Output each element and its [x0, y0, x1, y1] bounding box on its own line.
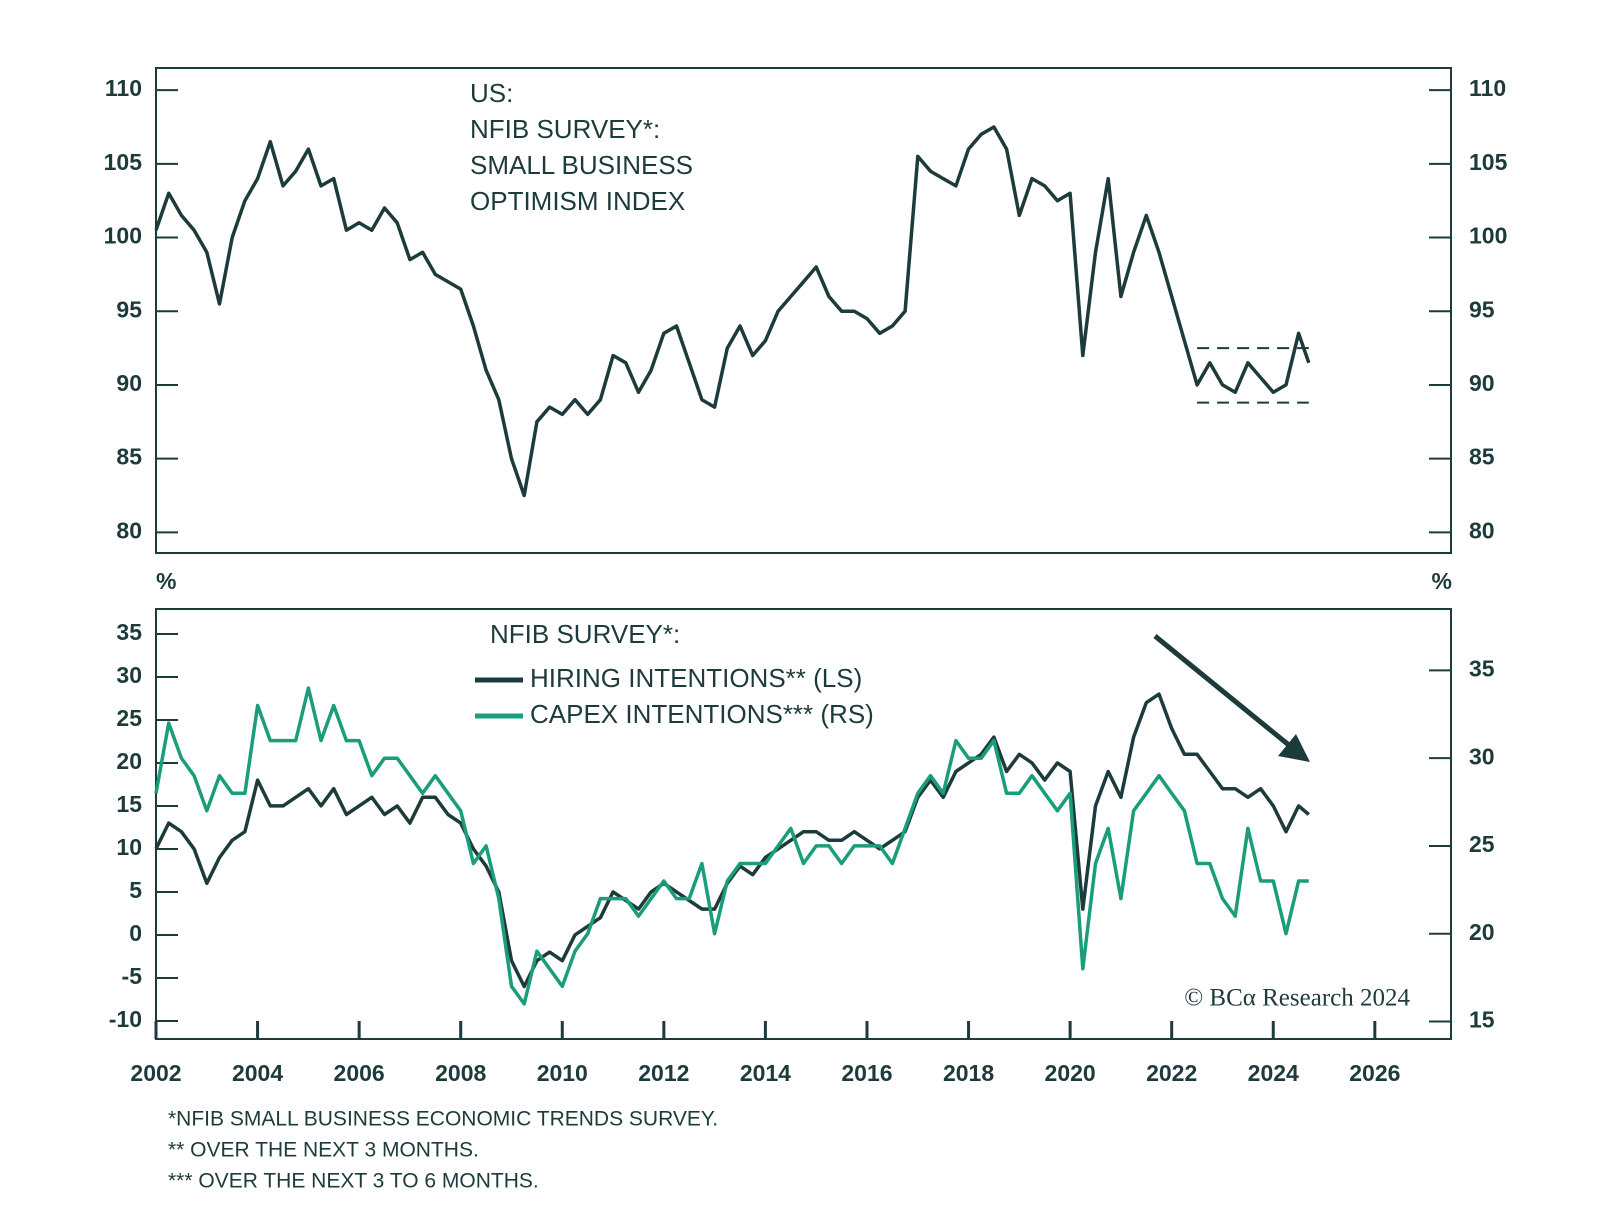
y2-tick-label: 20 — [1469, 919, 1495, 945]
y-tick-label: 35 — [116, 619, 142, 645]
chart-title: US: — [470, 78, 513, 108]
y2-tick-label: 105 — [1469, 149, 1508, 175]
x-tick-label: 2012 — [638, 1060, 689, 1086]
chart-title: NFIB SURVEY*: — [470, 114, 660, 144]
y2-tick-label: 25 — [1469, 831, 1495, 857]
series-line — [154, 125, 1311, 498]
legend-label: CAPEX INTENTIONS*** (RS) — [530, 699, 874, 729]
x-tick-label: 2002 — [130, 1060, 181, 1086]
y-tick-label: 100 — [104, 223, 142, 249]
y-tick-label: 10 — [116, 834, 142, 860]
y2-unit: % — [1432, 568, 1452, 594]
y-tick-label: 85 — [116, 444, 142, 470]
y-tick-label: 30 — [116, 662, 142, 688]
x-tick-label: 2006 — [334, 1060, 385, 1086]
y2-tick-label: 35 — [1469, 656, 1495, 682]
x-tick-label: 2018 — [943, 1060, 994, 1086]
plot-frame — [155, 67, 1452, 554]
y-tick-label: 80 — [116, 517, 142, 543]
y2-tick-label: 90 — [1469, 370, 1495, 396]
x-tick-label: 2026 — [1349, 1060, 1400, 1086]
y-tick-label: -5 — [122, 963, 143, 989]
y-tick-label: 110 — [105, 75, 142, 101]
y-tick-label: 0 — [129, 920, 142, 946]
y2-tick-label: 100 — [1469, 223, 1507, 249]
x-tick-label: 2020 — [1045, 1060, 1096, 1086]
y2-tick-label: 95 — [1469, 296, 1495, 322]
y-tick-label: 105 — [104, 149, 143, 175]
x-tick-label: 2016 — [841, 1060, 892, 1086]
y-tick-label: 95 — [116, 296, 142, 322]
footnote: *NFIB SMALL BUSINESS ECONOMIC TRENDS SUR… — [168, 1108, 718, 1131]
y2-tick-label: 30 — [1469, 743, 1495, 769]
series-line — [154, 692, 1310, 989]
x-tick-label: 2022 — [1146, 1060, 1197, 1086]
chart-title: NFIB SURVEY*: — [490, 619, 680, 649]
legend-label: HIRING INTENTIONS** (LS) — [530, 663, 862, 693]
chart-title: SMALL BUSINESS — [470, 150, 693, 180]
x-tick-label: 2004 — [232, 1060, 283, 1086]
y2-tick-label: 85 — [1469, 444, 1495, 470]
series-line — [154, 686, 1309, 1006]
trend-arrowhead — [1278, 734, 1310, 762]
y-tick-label: 15 — [116, 791, 142, 817]
plot-frame — [155, 608, 1452, 1040]
y-unit: % — [156, 568, 176, 594]
y-tick-label: 25 — [116, 705, 142, 731]
x-tick-label: 2024 — [1248, 1060, 1299, 1086]
chart-title: OPTIMISM INDEX — [470, 186, 685, 216]
y-tick-label: 90 — [116, 370, 142, 396]
x-tick-label: 2008 — [435, 1060, 486, 1086]
trend-arrow — [1153, 634, 1292, 748]
y-tick-label: -10 — [109, 1006, 142, 1032]
y2-tick-label: 80 — [1469, 517, 1495, 543]
y-tick-label: 20 — [116, 748, 142, 774]
source: © BCα Research 2024 — [1184, 985, 1410, 1012]
footnote: ** OVER THE NEXT 3 MONTHS. — [168, 1139, 479, 1162]
y2-tick-label: 110 — [1469, 75, 1506, 101]
y-tick-label: 5 — [129, 877, 142, 903]
x-tick-label: 2010 — [537, 1060, 588, 1086]
y2-tick-label: 15 — [1469, 1007, 1495, 1033]
x-tick-label: 2014 — [740, 1060, 791, 1086]
footnote: *** OVER THE NEXT 3 TO 6 MONTHS. — [168, 1170, 539, 1193]
